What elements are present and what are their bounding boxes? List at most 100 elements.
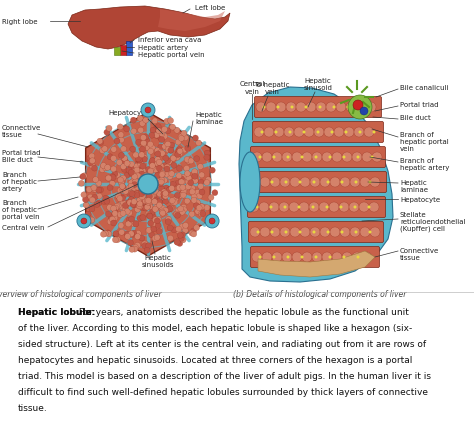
Circle shape (252, 153, 262, 163)
Circle shape (152, 220, 158, 226)
Circle shape (136, 179, 141, 185)
Circle shape (270, 227, 280, 237)
Circle shape (292, 153, 302, 163)
Circle shape (198, 180, 204, 186)
Circle shape (115, 193, 121, 199)
Circle shape (167, 148, 173, 154)
Text: (b) Details of histological components of liver: (b) Details of histological components o… (233, 289, 407, 298)
Circle shape (196, 193, 202, 199)
Circle shape (130, 202, 136, 208)
FancyBboxPatch shape (247, 197, 385, 218)
Circle shape (302, 131, 306, 134)
Circle shape (150, 193, 156, 199)
FancyBboxPatch shape (255, 97, 382, 118)
Circle shape (85, 212, 91, 218)
Circle shape (367, 206, 371, 209)
Circle shape (121, 156, 128, 162)
Circle shape (152, 118, 158, 124)
Circle shape (113, 231, 119, 237)
Circle shape (112, 206, 118, 212)
Circle shape (152, 191, 157, 197)
Circle shape (284, 231, 288, 234)
Circle shape (250, 178, 260, 187)
Circle shape (137, 176, 143, 182)
Circle shape (149, 133, 155, 139)
Circle shape (160, 171, 165, 177)
Circle shape (86, 187, 92, 193)
Circle shape (286, 103, 296, 113)
Circle shape (177, 150, 183, 155)
Circle shape (306, 103, 316, 113)
Circle shape (147, 142, 154, 148)
Circle shape (126, 168, 132, 174)
Text: of the liver. According to this model, each hepatic lobule is shaped like a hexa: of the liver. According to this model, e… (18, 323, 412, 332)
Circle shape (146, 167, 152, 173)
Bar (120, 46, 126, 56)
Circle shape (141, 104, 155, 118)
Circle shape (83, 202, 89, 208)
Circle shape (132, 169, 137, 175)
Circle shape (134, 182, 140, 188)
Circle shape (184, 171, 190, 177)
Circle shape (262, 253, 272, 262)
Circle shape (175, 239, 181, 245)
Circle shape (149, 161, 155, 167)
Circle shape (158, 150, 164, 156)
Circle shape (139, 205, 145, 211)
Circle shape (164, 119, 170, 125)
Text: Central
vein: Central vein (239, 81, 264, 94)
Circle shape (320, 178, 330, 187)
Circle shape (174, 213, 181, 219)
Circle shape (145, 204, 151, 210)
Circle shape (109, 217, 115, 223)
Circle shape (299, 202, 309, 213)
Circle shape (155, 124, 161, 130)
Circle shape (136, 160, 142, 166)
Circle shape (160, 188, 166, 194)
Text: Hepatic lobule:: Hepatic lobule: (18, 307, 95, 316)
Circle shape (342, 253, 352, 262)
Circle shape (159, 137, 165, 143)
Circle shape (356, 256, 359, 259)
Circle shape (149, 194, 155, 200)
Circle shape (120, 176, 126, 181)
Circle shape (360, 227, 370, 237)
Circle shape (174, 193, 181, 199)
Circle shape (152, 166, 157, 172)
Circle shape (147, 214, 153, 220)
Circle shape (159, 210, 165, 216)
Text: Hepatic
laminae: Hepatic laminae (400, 180, 428, 193)
Circle shape (100, 163, 107, 169)
Circle shape (135, 202, 140, 208)
Circle shape (180, 232, 185, 238)
Circle shape (330, 227, 340, 237)
Circle shape (129, 232, 135, 238)
Circle shape (178, 207, 183, 213)
Circle shape (283, 206, 286, 209)
Circle shape (343, 256, 346, 259)
Circle shape (119, 204, 125, 210)
Circle shape (130, 183, 136, 189)
Circle shape (349, 202, 359, 213)
Circle shape (104, 199, 110, 204)
Ellipse shape (240, 153, 260, 213)
Circle shape (353, 101, 363, 111)
Circle shape (171, 200, 176, 206)
Circle shape (124, 161, 130, 167)
Circle shape (348, 96, 372, 120)
Circle shape (115, 237, 120, 243)
Circle shape (137, 204, 144, 210)
Circle shape (135, 184, 141, 190)
Circle shape (360, 108, 368, 116)
Circle shape (182, 228, 188, 234)
Circle shape (182, 223, 189, 229)
Circle shape (107, 154, 113, 161)
Circle shape (155, 219, 160, 225)
Circle shape (178, 193, 184, 199)
Circle shape (122, 167, 128, 173)
Circle shape (143, 118, 149, 124)
Circle shape (152, 199, 157, 205)
Circle shape (123, 189, 128, 195)
Circle shape (167, 174, 173, 180)
Circle shape (152, 198, 158, 204)
